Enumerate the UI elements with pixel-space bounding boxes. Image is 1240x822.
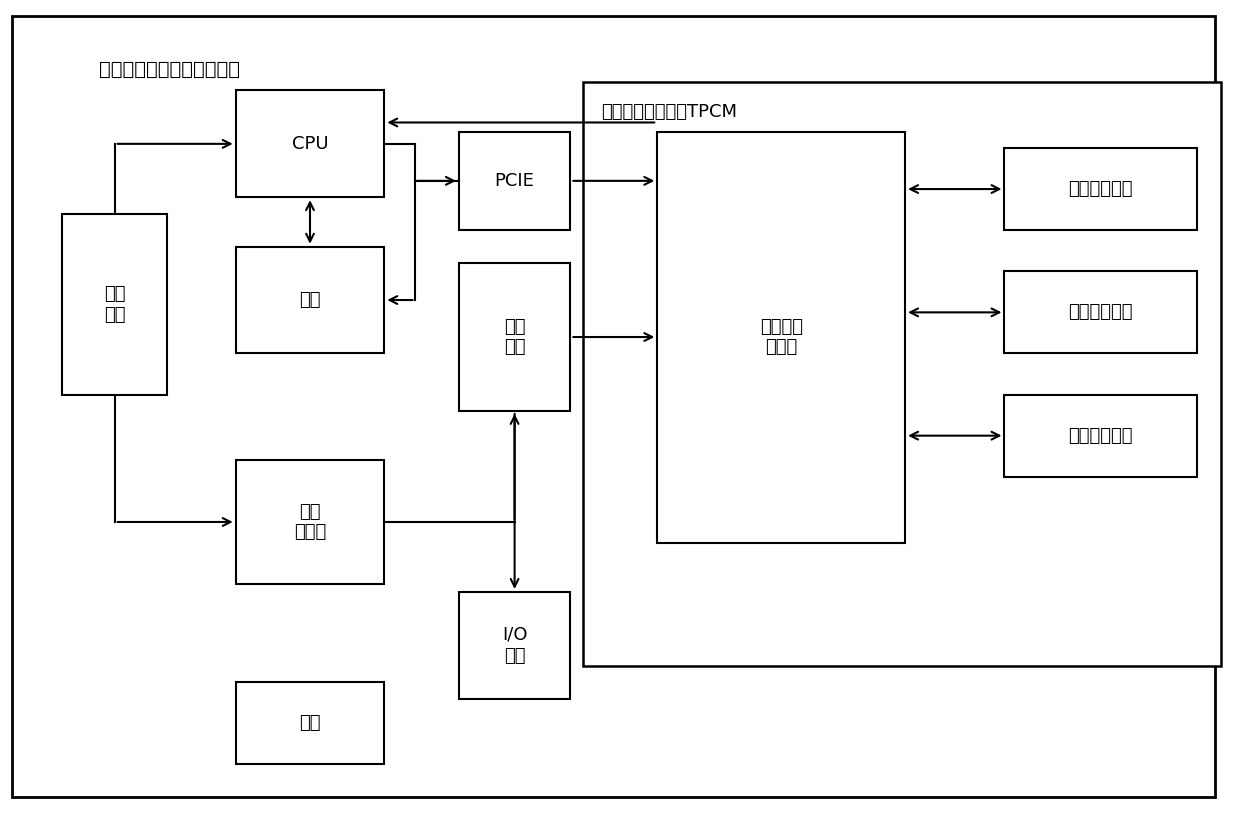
Text: 可信计算内存: 可信计算内存 [1068,303,1133,321]
Bar [583,82,1221,666]
Bar [459,263,570,411]
Text: 南桥
芯片: 南桥 芯片 [104,284,125,324]
Text: 可信计算
处理器: 可信计算 处理器 [760,317,802,357]
Text: 内存: 内存 [299,291,321,309]
Text: 可信平台控制模块TPCM: 可信平台控制模块TPCM [601,103,738,121]
Text: 双体系结构的可信计算平台: 双体系结构的可信计算平台 [99,60,241,80]
Text: 硬盘: 硬盘 [299,714,321,732]
Bar [236,460,384,584]
Bar [236,247,384,353]
Bar [1004,271,1197,353]
Bar [459,132,570,230]
Bar [1004,148,1197,230]
Text: 预置
接口: 预置 接口 [503,317,526,357]
Text: 持久化存储区: 持久化存储区 [1068,180,1133,198]
Text: 可信密码模块: 可信密码模块 [1068,427,1133,445]
Bar [657,132,905,543]
Bar [236,90,384,197]
Text: I/O
外设: I/O 外设 [502,626,527,665]
Text: CPU: CPU [291,135,329,153]
Text: PCIE: PCIE [495,172,534,190]
Bar [1004,395,1197,477]
Bar [236,682,384,764]
Bar [62,214,167,395]
Bar [459,592,570,699]
Text: 固件
存储区: 固件 存储区 [294,502,326,542]
